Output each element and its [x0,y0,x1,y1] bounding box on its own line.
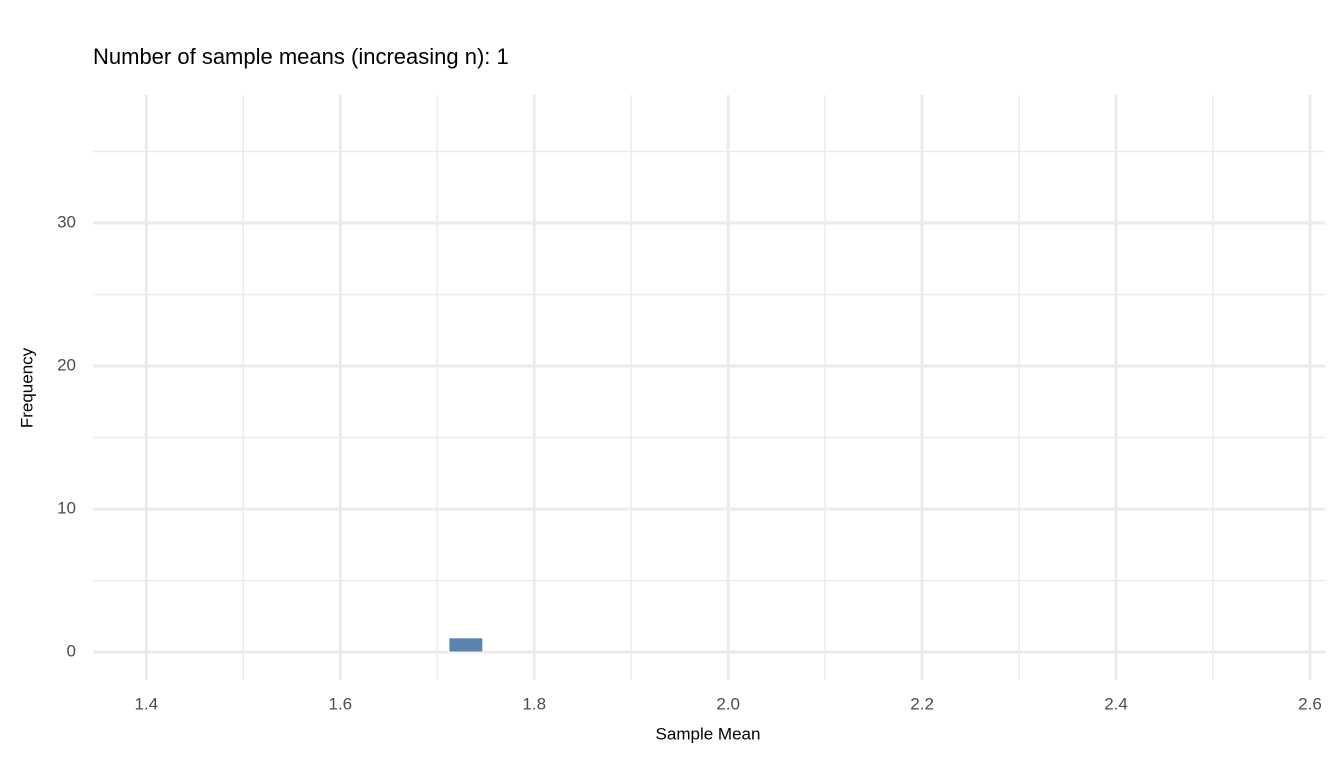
x-tick-label: 2.2 [910,694,934,713]
x-tick-label: 2.4 [1104,694,1128,713]
x-tick-label: 2.0 [716,694,740,713]
y-tick-label: 0 [67,642,76,661]
x-tick-label: 1.8 [522,694,546,713]
chart-title: Number of sample means (increasing n): 1 [93,44,509,69]
y-tick-label: 30 [57,212,76,231]
x-tick-label: 2.6 [1298,694,1322,713]
y-axis-label: Frequency [17,347,36,428]
y-tick-label: 10 [57,499,76,518]
x-tick-label: 1.6 [328,694,352,713]
y-tick-label: 20 [57,356,76,375]
x-tick-label: 1.4 [135,694,159,713]
x-axis-label: Sample Mean [656,724,761,743]
bar [448,637,484,653]
